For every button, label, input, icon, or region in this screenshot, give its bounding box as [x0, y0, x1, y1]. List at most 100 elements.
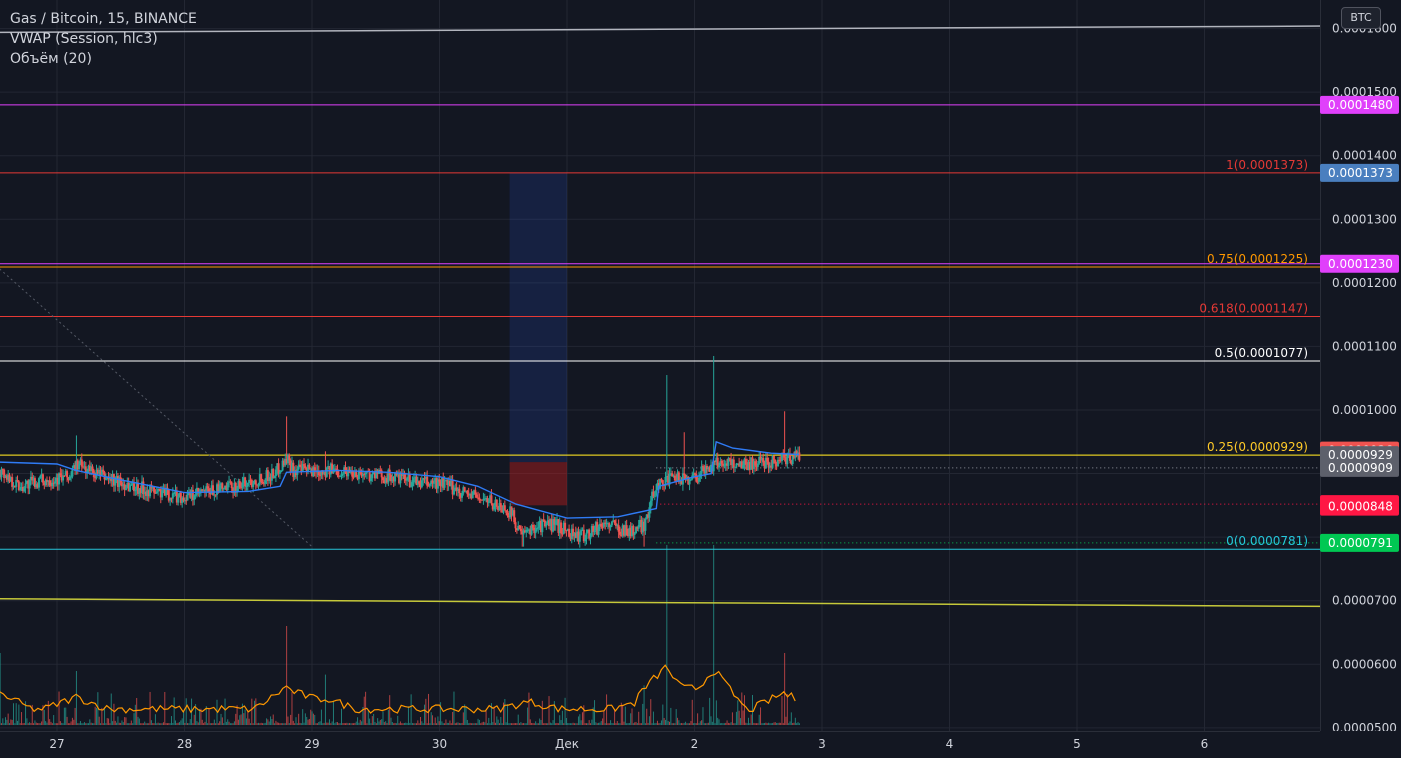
price-tick-label: 0.0001100 — [1332, 339, 1397, 353]
volume-bar — [359, 719, 361, 725]
candle-body — [329, 463, 332, 475]
volume-bar — [588, 720, 590, 725]
candle-body — [58, 473, 61, 485]
candle-body — [477, 497, 480, 499]
candle-body — [574, 532, 577, 538]
volume-bar — [91, 723, 93, 725]
candle-body — [127, 483, 130, 492]
volume-bar — [537, 723, 539, 725]
volume-bar — [780, 722, 782, 725]
volume-bar — [370, 723, 372, 725]
volume-bar — [699, 721, 701, 725]
volume-bar — [642, 703, 644, 725]
volume-bar — [430, 712, 432, 725]
volume-bar — [414, 723, 416, 725]
volume-bar — [516, 723, 518, 725]
volume-bar — [204, 721, 206, 725]
candle-body — [143, 491, 146, 495]
candle-body — [763, 462, 766, 469]
volume-bar — [519, 723, 521, 725]
volume-bar — [290, 714, 292, 725]
candle-body — [558, 522, 561, 533]
position-tool[interactable] — [509, 172, 567, 506]
candle-body — [786, 455, 789, 465]
volume-bar — [334, 723, 336, 725]
volume-bar — [61, 722, 63, 725]
candle-body — [1, 468, 4, 470]
volume-bar — [391, 722, 393, 725]
candle-body — [344, 467, 347, 473]
candle-body — [68, 476, 71, 481]
volume-bar — [440, 702, 442, 725]
candle-body — [324, 471, 327, 477]
candle-body — [428, 483, 431, 486]
candle-body — [609, 525, 612, 528]
drawing-lines[interactable] — [0, 25, 1326, 608]
volume-bar — [619, 723, 621, 725]
candle-body — [707, 467, 710, 470]
volume-bar — [243, 713, 245, 725]
candle-body — [755, 465, 758, 467]
candle-body — [126, 483, 129, 488]
candle-body — [29, 476, 32, 481]
candle-body — [36, 484, 39, 488]
candle-body — [710, 464, 713, 472]
candle-body — [515, 528, 518, 531]
candle-body — [726, 463, 729, 466]
volume-bar — [585, 723, 587, 725]
candle-body — [467, 494, 470, 496]
candle-body — [585, 532, 588, 540]
volume-bar — [43, 709, 45, 725]
volume-bar — [304, 713, 306, 725]
volume-bar — [592, 707, 594, 725]
candle-body — [372, 472, 375, 475]
candle-body — [626, 535, 629, 537]
candle-body — [260, 474, 263, 482]
candle-body — [23, 488, 26, 492]
candle-body — [197, 487, 200, 493]
volume-bar — [332, 701, 334, 725]
candle-body — [241, 483, 244, 488]
candle-body — [754, 461, 757, 466]
volume-bar — [553, 701, 555, 725]
volume-bar — [46, 722, 48, 725]
volume-bar — [671, 723, 673, 725]
volume-bar — [156, 723, 158, 725]
volume-bar — [456, 722, 458, 725]
price-label-text: 0.0000909 — [1328, 461, 1393, 475]
volume-bar — [239, 715, 241, 725]
volume-bar — [355, 721, 357, 725]
price-axis[interactable]: 0.00016000.00015000.00014000.00013000.00… — [1320, 0, 1401, 758]
vwap-indicator-label[interactable]: VWAP (Session, hlc3) — [10, 31, 158, 47]
candle-body — [293, 470, 296, 477]
volume-bar — [282, 723, 284, 725]
volume-bar — [468, 723, 470, 725]
symbol-title[interactable]: Gas / Bitcoin, 15, BINANCE — [10, 11, 197, 27]
volume-bar — [515, 723, 517, 725]
volume-bar — [722, 723, 724, 725]
volume-bar — [656, 720, 658, 725]
volume-bar — [524, 723, 526, 725]
candle-body — [432, 482, 435, 484]
time-axis[interactable]: 27 28 29 30 Дек 2 3 4 5 6 — [0, 731, 1401, 758]
volume-bar — [614, 709, 616, 725]
candle-body — [589, 535, 592, 539]
volume-bar — [449, 720, 451, 725]
volume-bar — [535, 721, 537, 725]
volume-indicator-label[interactable]: Объём (20) — [10, 51, 92, 67]
volume-bar — [302, 709, 304, 725]
volume-bar — [492, 722, 494, 725]
candle-body — [382, 477, 385, 481]
volume-bar — [436, 723, 438, 725]
volume-bar — [256, 723, 258, 725]
candle-body — [531, 525, 534, 528]
candle-body — [727, 458, 730, 466]
volume-bar — [208, 708, 210, 725]
candle-body — [438, 479, 441, 482]
candle-body — [35, 484, 38, 488]
currency-button[interactable]: BTC — [1341, 7, 1381, 29]
candle-body — [621, 525, 624, 536]
volume-bar — [403, 722, 405, 725]
candle-body — [391, 477, 394, 482]
